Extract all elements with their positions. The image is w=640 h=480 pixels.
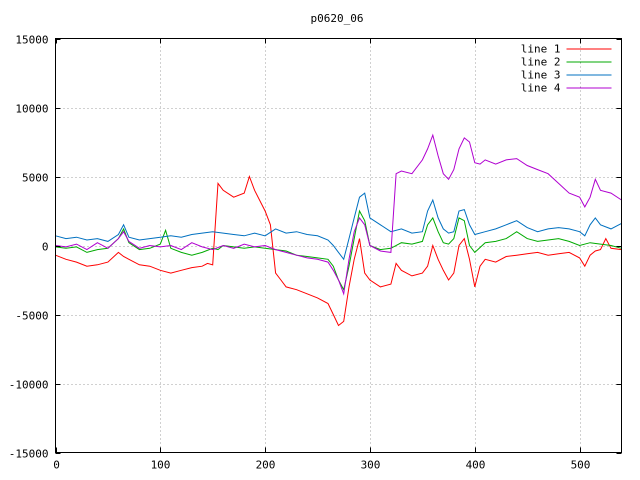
y-tick-label: 10000	[15, 103, 48, 116]
x-tick-label: 300	[361, 459, 381, 472]
legend-label-1: line 1	[521, 43, 561, 56]
series-line-4	[55, 133, 622, 296]
legend-label-2: line 2	[521, 56, 561, 69]
legend-label-4: line 4	[521, 82, 561, 95]
y-tick-label: 0	[42, 241, 49, 254]
y-tick-label: -10000	[9, 379, 49, 392]
series-line-3	[55, 192, 622, 261]
grid-lines	[55, 38, 622, 453]
series-line-1	[55, 174, 622, 327]
x-tick-label: 200	[256, 459, 276, 472]
axes: 0 100 200 300 400 500 -15000 -10000 -5000 0 5000 10…	[9, 34, 622, 472]
x-tick-label: 500	[571, 459, 591, 472]
y-tick-label: -15000	[9, 448, 49, 461]
y-tick-label: 5000	[22, 172, 49, 185]
y-tick-label: -5000	[15, 310, 48, 323]
x-tick-label: 0	[53, 459, 60, 472]
x-tick-label: 400	[466, 459, 486, 472]
series-line-2	[55, 209, 622, 292]
chart-title: p0620_06	[311, 12, 364, 25]
legend-label-3: line 3	[521, 69, 561, 82]
x-tick-label: 100	[151, 459, 171, 472]
series-lines	[55, 133, 622, 327]
y-tick-label: 15000	[15, 34, 48, 47]
plot-frame	[55, 38, 622, 453]
